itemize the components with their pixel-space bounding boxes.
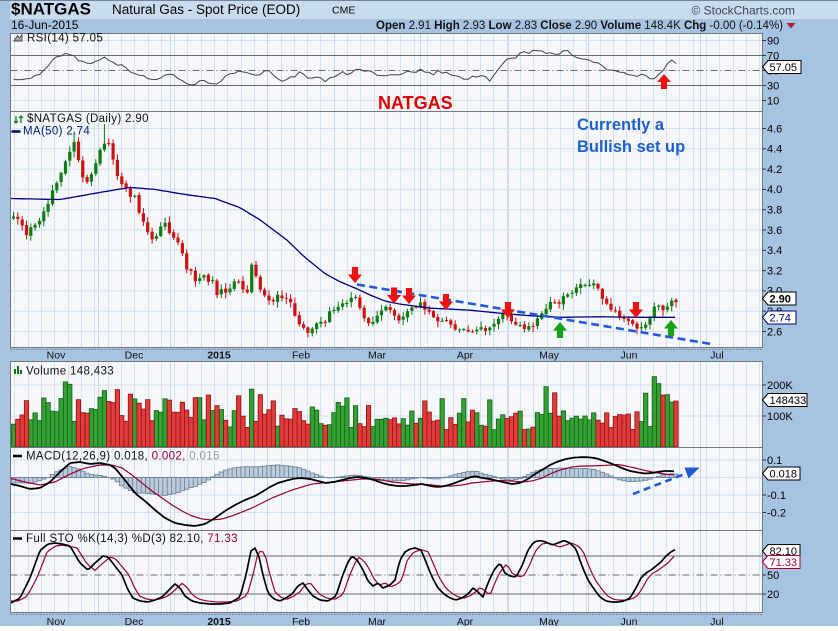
svg-text:Feb: Feb [292, 350, 310, 362]
svg-text:100K: 100K [767, 411, 793, 423]
svg-text:May: May [539, 350, 560, 362]
svg-text:Mar: Mar [368, 616, 387, 626]
svg-text:2015: 2015 [207, 350, 231, 362]
svg-text:200K: 200K [767, 380, 793, 392]
svg-text:Jun: Jun [621, 350, 638, 362]
svg-text:CME: CME [332, 5, 355, 17]
svg-text:Apr: Apr [457, 350, 474, 362]
svg-text:10: 10 [767, 95, 779, 107]
svg-text:Full STO %K(14,3) %D(3) 82.10,: Full STO %K(14,3) %D(3) 82.10, 71.33 [26, 533, 238, 545]
svg-text:Apr: Apr [457, 616, 474, 626]
svg-text:MACD(12,26,9) 0.018, 0.002, 0.: MACD(12,26,9) 0.018, 0.002, 0.015 [26, 451, 220, 463]
svg-text:2.74: 2.74 [770, 312, 791, 324]
svg-text:4.4: 4.4 [767, 144, 782, 156]
svg-text:Currently a: Currently a [577, 116, 665, 134]
svg-text:50: 50 [767, 570, 779, 582]
svg-text:RSI(14) 57.05: RSI(14) 57.05 [27, 33, 103, 45]
svg-text:3.4: 3.4 [767, 245, 782, 257]
svg-text:Feb: Feb [292, 616, 310, 626]
svg-text:MA(50) 2.74: MA(50) 2.74 [23, 126, 90, 138]
svg-text:16-Jun-2015: 16-Jun-2015 [11, 18, 79, 32]
svg-text:Dec: Dec [125, 616, 144, 626]
svg-text:4.2: 4.2 [767, 164, 782, 176]
svg-text:Mar: Mar [368, 350, 387, 362]
svg-text:82.10: 82.10 [770, 546, 798, 558]
svg-text:Nov: Nov [47, 350, 66, 362]
svg-text:30: 30 [767, 80, 779, 92]
svg-text:0.1: 0.1 [767, 455, 782, 467]
svg-text:Natural Gas - Spot Price (EOD): Natural Gas - Spot Price (EOD) [112, 2, 300, 17]
svg-text:3.2: 3.2 [767, 265, 782, 277]
svg-text:3.8: 3.8 [767, 205, 782, 217]
svg-text:Open 2.91 High 2.93 Low 2.83 C: Open 2.91 High 2.93 Low 2.83 Close 2.90 … [376, 20, 783, 32]
svg-text:Nov: Nov [47, 616, 66, 626]
svg-text:2015: 2015 [207, 616, 231, 626]
svg-text:Bullish set up: Bullish set up [577, 138, 685, 156]
svg-text:Jul: Jul [710, 350, 723, 362]
svg-text:NATGAS: NATGAS [378, 93, 453, 113]
svg-text:0.018: 0.018 [770, 468, 798, 480]
svg-text:Dec: Dec [125, 350, 144, 362]
svg-text:© StockCharts.com: © StockCharts.com [691, 3, 795, 17]
svg-text:148433: 148433 [770, 395, 807, 407]
svg-text:May: May [539, 616, 560, 626]
svg-text:70: 70 [767, 50, 779, 62]
svg-text:3.6: 3.6 [767, 225, 782, 237]
svg-text:-0.2: -0.2 [767, 507, 786, 519]
svg-text:-0.1: -0.1 [767, 490, 786, 502]
svg-text:$NATGAS (Daily) 2.90: $NATGAS (Daily) 2.90 [27, 113, 149, 125]
svg-text:2.6: 2.6 [767, 326, 782, 338]
svg-text:71.33: 71.33 [770, 557, 798, 569]
svg-text:$NATGAS: $NATGAS [11, 0, 91, 19]
svg-text:57.05: 57.05 [770, 62, 798, 74]
svg-text:Volume 148,433: Volume 148,433 [26, 366, 114, 378]
svg-text:Jun: Jun [621, 616, 638, 626]
svg-text:Jul: Jul [710, 616, 723, 626]
svg-text:4.6: 4.6 [767, 123, 782, 135]
svg-text:2.90: 2.90 [770, 293, 791, 305]
svg-text:4.0: 4.0 [767, 184, 782, 196]
svg-text:20: 20 [767, 589, 779, 601]
svg-text:90: 90 [767, 35, 779, 47]
